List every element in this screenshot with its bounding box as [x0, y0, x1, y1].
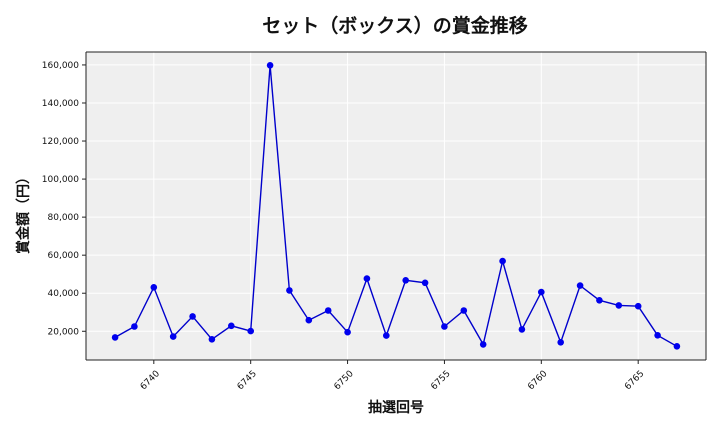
data-point [266, 62, 274, 69]
x-tick-label: 6750 [333, 369, 356, 392]
data-point [344, 328, 351, 336]
chart-title: セット（ボックス）の賞金推移 [262, 14, 527, 37]
data-point [673, 343, 681, 350]
data-point [208, 336, 216, 343]
x-tick-label: 6755 [429, 369, 452, 392]
data-point [634, 302, 642, 310]
y-tick-label: 140,000 [42, 99, 79, 109]
data-point [402, 277, 410, 284]
data-point [169, 333, 177, 340]
x-tick-label: 6740 [139, 369, 162, 392]
y-tick-label: 120,000 [42, 137, 79, 147]
y-tick-label: 60,000 [48, 251, 80, 261]
data-point [499, 257, 506, 265]
x-tick-label: 6765 [623, 369, 646, 392]
data-point [247, 327, 254, 335]
data-point [441, 323, 448, 330]
y-tick-label: 100,000 [42, 175, 79, 185]
x-tick-label: 6745 [236, 369, 259, 392]
data-point [189, 313, 196, 320]
data-point [383, 332, 390, 339]
y-axis-label: 賞金額（円） [15, 170, 32, 254]
x-axis-label: 抽選回号 [368, 399, 424, 416]
data-point [576, 282, 584, 289]
y-tick-label: 40,000 [48, 289, 80, 299]
x-tick-label: 6760 [526, 369, 549, 392]
data-point [286, 287, 293, 294]
plot-area [86, 52, 706, 360]
data-point [363, 275, 371, 282]
data-point [460, 307, 468, 314]
data-point [479, 341, 487, 348]
data-points [111, 62, 681, 350]
data-point [150, 284, 158, 291]
data-point [557, 339, 564, 346]
data-point [305, 316, 313, 324]
data-point [518, 326, 526, 333]
data-point [111, 334, 119, 341]
y-axis-ticks: 20,000 40,000 60,000 80,000 100,000 120,000 14… [42, 61, 86, 337]
y-tick-label: 80,000 [48, 213, 80, 223]
data-point [421, 279, 429, 287]
data-point [654, 332, 661, 339]
data-point [615, 302, 623, 309]
data-point [131, 323, 138, 330]
data-point [596, 297, 603, 304]
y-tick-label: 160,000 [42, 61, 79, 71]
data-point [228, 322, 235, 330]
y-tick-label: 20,000 [48, 327, 80, 337]
data-point [324, 307, 332, 314]
series-line [114, 65, 678, 347]
data-point [538, 288, 545, 296]
x-axis-ticks: 6740 6745 6750 6755 6760 6765 [139, 360, 646, 392]
